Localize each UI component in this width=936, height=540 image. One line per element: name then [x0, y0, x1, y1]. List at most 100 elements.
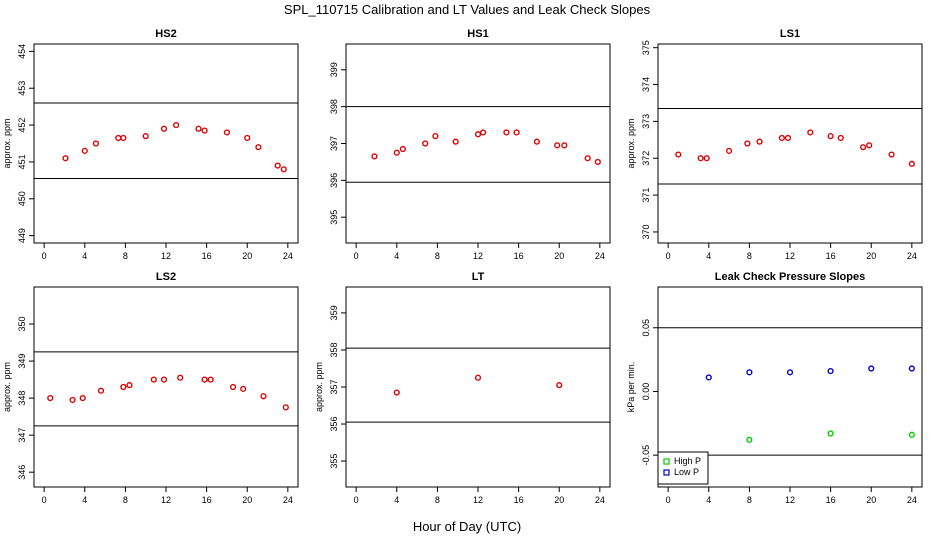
y-tick-label: 356: [329, 417, 339, 432]
data-point: [282, 404, 289, 411]
data-point: [827, 430, 834, 437]
y-tick-label: 395: [329, 210, 339, 225]
x-tick-label: 20: [242, 495, 252, 505]
data-point: [47, 395, 54, 402]
panel-3: LS1 0 4 8 12 16 20 24 370 371 372 373 374 375 approx. …: [626, 28, 923, 261]
figure-title: SPL_110715 Calibration and LT Values and…: [284, 2, 651, 17]
y-tick-label: 372: [641, 151, 651, 166]
data-point: [533, 138, 540, 145]
data-point: [150, 376, 157, 383]
data-point: [240, 385, 247, 392]
data-point: [703, 155, 710, 162]
x-tick-label: 4: [706, 495, 711, 505]
data-point: [675, 151, 682, 158]
x-tick-label: 16: [826, 251, 836, 261]
data-point: [244, 134, 251, 142]
x-tick-label: 24: [907, 495, 917, 505]
y-tick-label: 454: [17, 44, 27, 59]
x-tick-label: 24: [595, 251, 605, 261]
data-point: [371, 153, 378, 160]
data-point: [69, 396, 76, 404]
data-point: [778, 134, 785, 142]
y-axis-label: kPa per min.: [626, 362, 636, 413]
data-point: [746, 369, 753, 376]
y-axis-label: approx. ppm: [626, 118, 636, 168]
data-point: [594, 158, 601, 166]
x-tick-label: 16: [202, 251, 212, 261]
data-point: [62, 155, 69, 162]
x-tick-label: 16: [826, 495, 836, 505]
data-point: [479, 129, 487, 136]
data-point: [452, 138, 459, 145]
data-point: [97, 387, 105, 394]
x-tick-label: 24: [907, 251, 917, 261]
data-point: [756, 138, 763, 145]
data-point: [173, 121, 180, 129]
x-tick-label: 20: [554, 495, 564, 505]
y-tick-label: 0.05: [641, 319, 651, 337]
data-point: [81, 147, 88, 154]
data-point: [746, 436, 753, 443]
y-tick-label: 355: [329, 454, 339, 469]
data-point: [399, 145, 406, 153]
data-point: [697, 155, 704, 162]
legend-box: [657, 451, 709, 485]
x-tick-label: 12: [161, 251, 171, 261]
y-tick-label: -0.05: [641, 445, 651, 466]
plot-frame: [345, 286, 611, 488]
data-point: [837, 134, 844, 142]
x-tick-label: 24: [595, 495, 605, 505]
data-point: [556, 382, 563, 389]
data-point: [120, 383, 127, 391]
x-tick-label: 0: [666, 495, 671, 505]
x-tick-label: 4: [394, 495, 399, 505]
x-tick-label: 12: [785, 251, 795, 261]
x-tick-label: 4: [82, 495, 87, 505]
data-point: [908, 160, 915, 167]
y-tick-label: 449: [17, 228, 27, 243]
data-point: [160, 376, 168, 383]
x-tick-label: 0: [42, 251, 47, 261]
data-point: [908, 431, 915, 438]
panel-title: LT: [472, 271, 485, 283]
data-point: [126, 382, 133, 389]
x-tick-label: 8: [747, 251, 752, 261]
panel-title: LS2: [156, 271, 176, 283]
plot-frame: [33, 43, 299, 244]
data-point: [827, 133, 834, 140]
data-point: [705, 374, 712, 381]
data-point: [784, 134, 792, 142]
data-point: [160, 125, 168, 132]
data-point: [908, 365, 915, 372]
x-tick-label: 8: [435, 495, 440, 505]
panel-title: Leak Check Pressure Slopes: [715, 271, 865, 283]
x-tick-label: 12: [473, 495, 483, 505]
y-tick-label: 0.00: [641, 383, 651, 401]
figure-x-label: Hour of Day (UTC): [413, 519, 521, 534]
data-point: [201, 127, 208, 134]
data-point: [474, 374, 482, 381]
y-tick-label: 358: [329, 342, 339, 357]
legend-label: High P: [674, 456, 701, 466]
y-axis-label: approx. ppm: [314, 362, 324, 412]
panel-title: HS2: [155, 28, 176, 40]
x-tick-label: 8: [435, 251, 440, 261]
data-point: [554, 142, 561, 149]
x-tick-label: 4: [82, 251, 87, 261]
x-tick-label: 4: [706, 251, 711, 261]
data-point: [584, 155, 591, 162]
data-point: [866, 142, 873, 149]
legend-label: Low P: [674, 467, 699, 477]
y-tick-label: 346: [17, 465, 27, 480]
data-point: [207, 376, 214, 383]
x-tick-label: 16: [514, 251, 524, 261]
y-tick-label: 453: [17, 81, 27, 96]
y-tick-label: 359: [329, 305, 339, 320]
data-point: [432, 133, 439, 140]
y-tick-label: 397: [329, 136, 339, 151]
x-tick-label: 0: [354, 251, 359, 261]
y-axis-label: approx. ppm: [2, 118, 12, 168]
data-point: [860, 144, 867, 151]
